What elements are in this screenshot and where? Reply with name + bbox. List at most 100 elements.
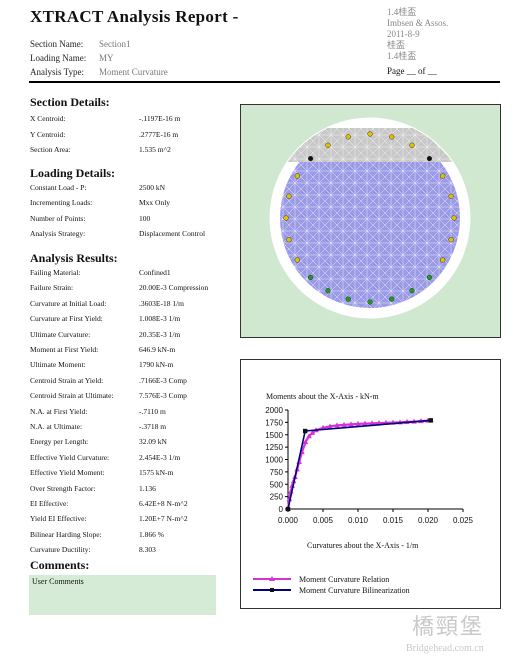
field-value: 20.00E-3 Compression: [139, 283, 209, 293]
rebar-marker: [325, 288, 331, 294]
header-info: 1.4桂盃 Imbsen & Assos. 2011-8-9 桂盃 1.4桂盃: [387, 7, 448, 62]
series-point: [355, 420, 361, 426]
rebar-marker: [367, 131, 373, 137]
field-label: Yield EI Effective:: [30, 514, 87, 524]
rebar-marker: [389, 296, 395, 302]
comments-heading: Comments:: [30, 558, 90, 572]
y-tick-label: 2000: [265, 406, 283, 415]
x-tick-label: 0.005: [313, 516, 334, 525]
mesh-overlay: [270, 118, 470, 318]
legend-label: Moment Curvature Relation: [299, 575, 389, 584]
field-value: 100: [139, 213, 151, 223]
series-point: [369, 420, 375, 426]
loading-name-label: Loading Name:: [30, 53, 87, 63]
x-tick-label: 0.010: [348, 516, 369, 525]
field-label: Failing Material:: [30, 268, 81, 277]
field-value: 1.866 %: [139, 529, 164, 539]
field-label: EI Effective:: [30, 499, 69, 508]
comments-box[interactable]: User Comments: [29, 575, 216, 615]
field-value: 1.136: [139, 483, 156, 493]
field-label: Ultimate Moment:: [30, 360, 86, 370]
field-value: -.3718 m: [139, 422, 167, 431]
rebar-marker: [294, 173, 300, 179]
field-label: Number of Points:: [30, 213, 86, 223]
series-point: [341, 421, 347, 427]
chart-title: Moments about the X-Axis - kN-m: [266, 392, 379, 401]
report-title: XTRACT Analysis Report -: [30, 7, 239, 26]
field-value: .3603E-18 1/m: [139, 298, 184, 308]
legend-label: Moment Curvature Bilinearization: [299, 586, 410, 595]
section-name-value: Section1: [99, 39, 131, 49]
field-label: Curvature at First Yield:: [30, 314, 103, 324]
field-value: Confined1: [139, 268, 171, 277]
x-tick-label: 0.025: [453, 516, 474, 525]
rebar-marker: [283, 215, 289, 221]
series-point: [334, 422, 340, 428]
field-value: Displacement Control: [139, 228, 206, 238]
legend-marker: [270, 588, 274, 592]
rebar-marker: [409, 288, 415, 294]
rebar-marker: [409, 142, 415, 148]
field-label: Constant Load - P:: [30, 183, 87, 192]
field-label: Bilinear Harding Slope:: [30, 529, 102, 539]
field-value: 6.42E+8 N-m^2: [139, 499, 188, 508]
field-value: 646.9 kN-m: [139, 345, 176, 354]
field-label: Curvature at Initial Load:: [30, 298, 107, 308]
moment-curvature-chart: Moments about the X-Axis - kN-m 0 250 500 7…: [253, 392, 474, 595]
y-tick-label: 1250: [265, 443, 283, 452]
section-details-heading: Section Details:: [30, 95, 110, 109]
field-label: N.A. at Ultimate:: [30, 422, 83, 431]
rebar-marker: [440, 257, 446, 263]
rebar-marker: [448, 193, 454, 199]
field-value: 1.20E+7 N-m^2: [139, 514, 188, 524]
rebar-marker: [426, 155, 433, 162]
analysis-type-value: Moment Curvature: [99, 67, 168, 77]
loading-details-heading: Loading Details:: [30, 166, 116, 180]
field-value: -.1197E-16 m: [139, 114, 181, 123]
y-tick-label: 250: [270, 493, 284, 502]
header-divider: [29, 81, 500, 83]
header-line: 桂盃: [387, 40, 406, 50]
header-line: 1.4桂盃: [387, 51, 417, 61]
field-value: 2500 kN: [139, 183, 166, 192]
chart-x-label: Curvatures about the X-Axis - 1/m: [307, 541, 419, 550]
watermark-url: Bridgehead.com.cn: [406, 643, 484, 654]
field-label: Incrementing Loads:: [30, 198, 93, 208]
field-value: 1575 kN-m: [139, 468, 174, 478]
field-label: Effective Yield Moment:: [30, 468, 105, 478]
field-value: 1.008E-3 1/m: [139, 314, 181, 324]
series-point: [327, 423, 333, 429]
field-label: Centroid Strain at Ultimate:: [30, 391, 114, 401]
field-label: Over Strength Factor:: [30, 483, 96, 493]
series-point: [348, 421, 354, 427]
watermark-logo: 橋頸堡: [412, 614, 485, 639]
page-number: Page __ of __: [387, 66, 437, 76]
section-outline: [269, 117, 471, 319]
field-label: Effective Yield Curvature:: [30, 452, 110, 462]
field-value: 32.09 kN: [139, 437, 167, 447]
rebar-marker: [345, 134, 351, 140]
comments-text: User Comments: [32, 577, 84, 586]
field-value: .2777E-16 m: [139, 129, 179, 139]
field-label: Y Centroid:: [30, 129, 66, 139]
series-point: [302, 439, 309, 445]
header-line: Imbsen & Assos.: [387, 18, 449, 28]
rebar-marker: [345, 296, 351, 302]
series-point: [362, 420, 368, 426]
rebar-marker: [448, 237, 454, 243]
section-name-label: Section Name:: [30, 39, 84, 49]
header-line: 1.4桂盃: [387, 7, 417, 17]
series-point: [320, 424, 326, 430]
series-line: [287, 419, 431, 510]
field-value: 20.35E-3 1/m: [139, 329, 181, 339]
series-point: [306, 433, 312, 439]
x-tick-label: 0.000: [278, 516, 299, 525]
field-label: Curvature Ductility:: [30, 545, 91, 555]
field-value: .7166E-3 Comp: [139, 375, 187, 385]
section-panel: [240, 104, 501, 338]
field-value: 8.303: [139, 545, 156, 555]
field-label: Moment at First Yield:: [30, 345, 99, 354]
x-tick-label: 0.020: [418, 516, 439, 525]
rebar-marker: [389, 134, 395, 140]
section-diagram: [241, 105, 500, 337]
